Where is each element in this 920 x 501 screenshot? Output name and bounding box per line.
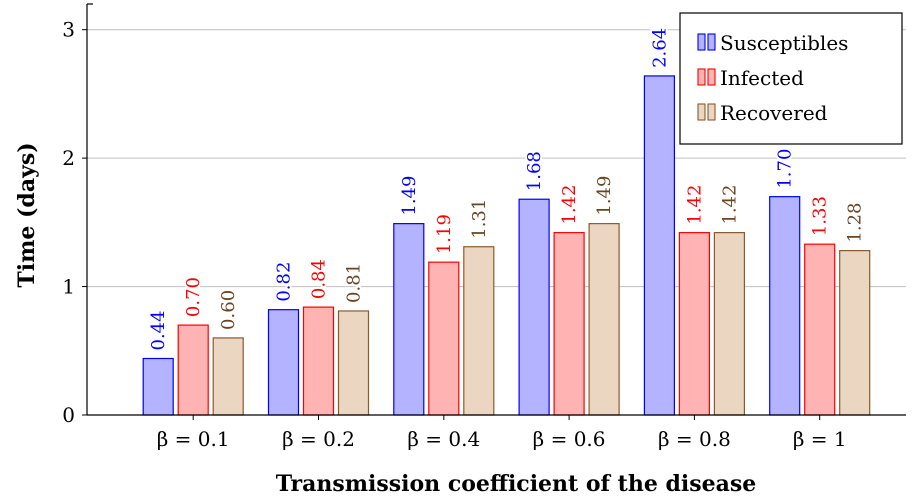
data-label: 0.84 [309, 259, 330, 299]
legend-swatch [707, 68, 716, 86]
bar [678, 232, 711, 416]
data-label: 1.19 [434, 214, 455, 254]
bar [302, 306, 335, 416]
data-label: 1.42 [684, 185, 705, 225]
bar [267, 309, 300, 416]
data-label: 0.81 [344, 263, 365, 303]
legend-swatch [697, 103, 706, 121]
bar [804, 243, 836, 416]
bar [713, 232, 746, 416]
y-tick-label: 1 [62, 275, 75, 299]
data-label: 1.49 [399, 176, 420, 216]
bar [393, 223, 425, 416]
data-label: 1.42 [719, 185, 740, 225]
y-tick-label: 0 [62, 403, 75, 427]
data-label: 1.28 [845, 203, 866, 243]
legend-item: Infected [697, 66, 804, 90]
x-tick-label: β = 0.6 [533, 427, 606, 451]
data-label: 1.70 [775, 149, 796, 189]
legend-label: Recovered [720, 101, 828, 125]
y-tick-label: 3 [62, 18, 75, 42]
bar [518, 198, 550, 416]
bar [769, 196, 801, 416]
data-label: 0.44 [148, 310, 169, 350]
data-label: 2.64 [649, 28, 670, 68]
bar [212, 337, 244, 416]
legend-swatch [707, 33, 716, 51]
legend-box [679, 12, 903, 145]
bar [588, 223, 620, 416]
data-label: 1.42 [559, 185, 580, 225]
data-label: 1.68 [524, 151, 545, 191]
bar [142, 357, 174, 416]
legend-item: Recovered [697, 101, 828, 125]
bars [142, 75, 871, 416]
y-tick-label: 2 [62, 146, 75, 170]
legend-swatch [707, 103, 716, 121]
data-labels: 0.44 0.70 0.60 0.82 0.84 0.81 1.49 1.19 1.31 1.68… [146, 26, 868, 353]
data-label: 0.82 [274, 262, 295, 302]
legend-label: Susceptibles [720, 31, 848, 55]
axes: β = 0.1 β = 0.2 β = 0.4 β = 0.6 β = 0.8 β = 1… [62, 3, 906, 451]
y-axis-title: Time (days) [14, 142, 40, 287]
data-label: 1.49 [594, 176, 615, 216]
legend: Susceptibles Infected Recovered [679, 12, 903, 145]
x-tick-label: β = 0.1 [157, 427, 230, 451]
legend-swatch [697, 33, 706, 51]
legend-item: Susceptibles [697, 31, 848, 55]
bar [839, 250, 871, 416]
bar [553, 232, 585, 416]
data-label: 0.60 [218, 290, 239, 330]
x-tick-label: β = 0.4 [407, 427, 480, 451]
data-label: 0.70 [183, 277, 204, 317]
bar [428, 261, 460, 416]
bar [337, 310, 370, 416]
x-tick-label: β = 1 [793, 427, 847, 451]
x-tick-label: β = 0.2 [282, 427, 355, 451]
bar [463, 246, 495, 416]
x-tick-label: β = 0.8 [658, 427, 731, 451]
legend-label: Infected [720, 66, 804, 90]
data-label: 1.31 [469, 199, 490, 239]
legend-swatch [697, 68, 706, 86]
bar [643, 75, 676, 416]
x-axis-title: Transmission coefficient of the disease [276, 471, 757, 497]
bar [177, 324, 209, 416]
data-label: 1.33 [810, 196, 831, 236]
